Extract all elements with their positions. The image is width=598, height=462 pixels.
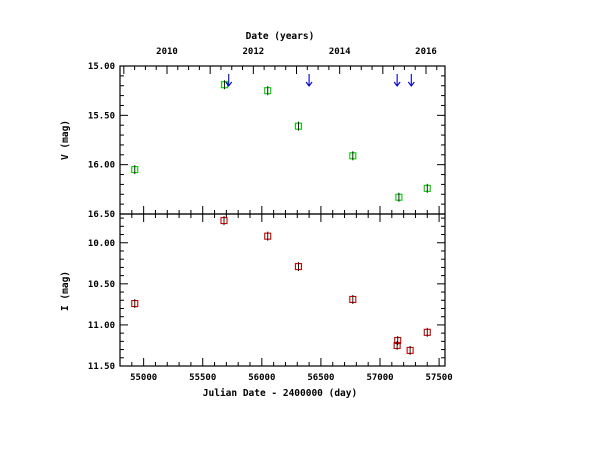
x-tick-label: 57500 (426, 373, 453, 383)
x-tick-label: 57000 (366, 373, 393, 383)
x-tick-label: 56500 (307, 373, 334, 383)
epoch-arrow-head (393, 81, 401, 87)
top-panel-frame (119, 65, 446, 215)
year-tick-label: 2016 (415, 47, 437, 57)
y-tick-label: 10.50 (88, 280, 115, 290)
bottom-y-axis-title: I (mag) (60, 271, 71, 311)
x-tick-label: 55500 (189, 373, 216, 383)
y-tick-label: 11.00 (88, 321, 115, 331)
y-tick-label: 15.50 (88, 111, 115, 121)
data-marks (131, 74, 431, 355)
y-tick-label: 11.50 (88, 362, 115, 372)
epoch-arrow-head (305, 81, 313, 87)
top-y-axis-title: V (mag) (60, 120, 71, 160)
x-tick-label: 56000 (248, 373, 275, 383)
top-panel-axes: 2010 2012 2014 2016 15.00 15.50 16.00 16.50 (88, 47, 446, 220)
y-tick-label: 16.50 (88, 210, 115, 220)
y-tick-label: 15.00 (88, 62, 115, 72)
x-tick-label: 55000 (130, 373, 157, 383)
bottom-x-axis-title: Julian Date - 2400000 (day) (203, 388, 357, 399)
y-tick-label: 16.00 (88, 161, 115, 171)
epoch-arrow-head (407, 81, 415, 87)
bottom-panel-frame (119, 213, 446, 367)
y-tick-label: 10.00 (88, 239, 115, 249)
year-tick-label: 2010 (156, 47, 178, 57)
top-x-axis-title: Date (years) (246, 31, 315, 42)
epoch-arrow-head (225, 81, 233, 87)
bottom-panel-axes: 55000 55500 56000 56500 57000 57500 10.00 10.50… (88, 213, 453, 383)
year-tick-label: 2014 (329, 47, 351, 57)
year-tick-label: 2012 (242, 47, 264, 57)
